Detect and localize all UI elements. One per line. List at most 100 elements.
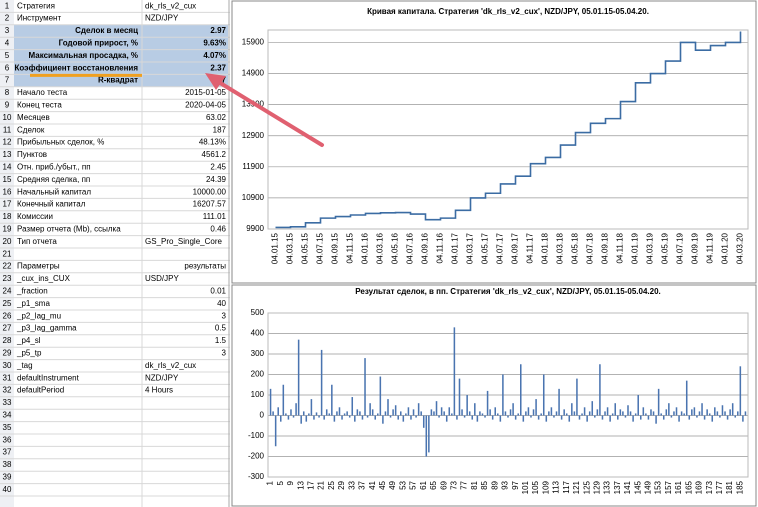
bar: [571, 403, 573, 416]
bar: [724, 411, 726, 416]
cell-label: _p1_sma: [16, 299, 50, 308]
bar: [604, 411, 606, 416]
bar: [525, 411, 527, 416]
x-tick-label: 105: [531, 480, 540, 494]
cell-value: GS_Pro_Single_Core: [145, 237, 222, 246]
bar: [673, 411, 675, 416]
row-number: 35: [3, 423, 12, 432]
cell-value: 2.37: [210, 63, 226, 72]
bar: [315, 412, 318, 416]
bar: [295, 403, 297, 416]
bar: [514, 415, 517, 420]
bar: [606, 407, 609, 416]
bar: [422, 415, 425, 428]
row-number: 12: [3, 138, 12, 147]
bar: [629, 411, 632, 416]
bar: [440, 407, 443, 416]
bar: [364, 358, 366, 416]
row-number: 13: [3, 150, 12, 159]
bar: [428, 415, 430, 453]
bar: [366, 415, 369, 418]
bar: [596, 409, 599, 416]
bar: [708, 413, 711, 416]
bar: [461, 409, 463, 416]
x-tick-label: 157: [664, 480, 673, 494]
bar: [328, 413, 331, 416]
x-tick-label: 185: [735, 480, 744, 494]
bar: [706, 409, 708, 416]
x-tick-label: 109: [541, 480, 550, 494]
bar: [655, 415, 657, 424]
x-tick-label: 113: [552, 480, 561, 493]
bar: [680, 411, 683, 416]
arrow-head: [205, 73, 226, 90]
bar: [292, 415, 295, 418]
y-tick-label: 200: [251, 370, 265, 379]
x-tick-label: 04.05.18: [571, 232, 580, 264]
bar: [614, 403, 616, 416]
bar: [277, 407, 279, 416]
row-number: 26: [3, 311, 12, 320]
y-tick-label: 100: [251, 390, 265, 399]
bar: [685, 380, 688, 416]
bar: [272, 411, 274, 416]
x-tick-label: 04.05.16: [391, 232, 400, 264]
cell-label: _p4_sl: [16, 336, 41, 345]
cell-label: Тип отчета: [17, 237, 57, 246]
x-tick-label: 04.03.17: [466, 232, 475, 264]
x-tick-label: 85: [480, 480, 489, 489]
row-number: 15: [3, 175, 12, 184]
bar: [683, 413, 685, 416]
bar: [711, 415, 714, 422]
x-tick-label: 17: [307, 480, 316, 489]
cell-value: 1.5: [215, 336, 227, 345]
y-tick-label: -100: [248, 431, 265, 440]
cell-label: defaultInstrument: [17, 373, 80, 382]
x-tick-label: 145: [633, 480, 642, 494]
x-tick-label: 121: [572, 480, 581, 494]
x-tick-label: 53: [398, 480, 407, 489]
row-number: 5: [5, 51, 10, 60]
cell-label: Начальный капитал: [17, 187, 91, 196]
x-tick-label: 29: [337, 480, 346, 489]
cell-label: _p2_lag_mu: [16, 311, 61, 320]
row-number: 18: [3, 212, 12, 221]
bar: [627, 405, 629, 416]
bar: [696, 415, 698, 418]
x-tick-label: 141: [623, 480, 632, 494]
bar: [668, 403, 670, 416]
x-tick-label: 04.09.18: [601, 232, 610, 264]
row-number: 22: [3, 262, 12, 271]
row-number: 16: [3, 187, 12, 196]
bar: [382, 415, 384, 424]
x-tick-label: 97: [511, 480, 520, 489]
row-number: 10: [3, 113, 12, 122]
bar: [443, 411, 445, 416]
cell-value: 63.02: [206, 113, 227, 122]
y-tick-label: 0: [260, 411, 265, 420]
bar: [657, 388, 660, 416]
bar: [310, 399, 313, 416]
row-number: 24: [3, 287, 12, 296]
bar: [486, 390, 489, 416]
bar: [280, 415, 282, 422]
cell-label: Прибыльных сделок, %: [17, 138, 104, 147]
x-tick-label: 89: [490, 480, 499, 489]
cell-label: Средняя сделка, пп: [17, 175, 90, 184]
bar: [494, 407, 496, 416]
row-number: 39: [3, 473, 12, 482]
bar: [563, 409, 565, 416]
x-tick-label: 04.11.15: [346, 232, 355, 263]
x-tick-label: 04.11.16: [436, 232, 445, 263]
x-tick-label: 04.05.19: [661, 232, 670, 264]
cell-value: 48.13%: [199, 138, 226, 147]
x-tick-label: 45: [378, 480, 387, 489]
cell-value: 2015-01-05: [185, 88, 226, 97]
cell-label: R-квадрат: [98, 76, 138, 85]
bar: [731, 403, 734, 416]
bar: [371, 409, 374, 416]
cell-value: 2.45: [210, 163, 226, 172]
x-tick-label: 04.03.15: [286, 232, 295, 264]
bar: [665, 409, 668, 416]
row-number: 23: [3, 274, 12, 283]
